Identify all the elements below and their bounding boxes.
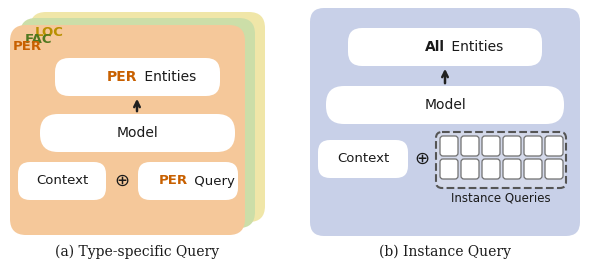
FancyBboxPatch shape (461, 136, 479, 156)
FancyBboxPatch shape (10, 25, 245, 235)
FancyBboxPatch shape (545, 136, 563, 156)
Text: FAC: FAC (25, 33, 53, 46)
Text: ⊕: ⊕ (114, 172, 130, 190)
Text: ⊕: ⊕ (414, 150, 430, 168)
Text: PER: PER (13, 40, 42, 53)
FancyBboxPatch shape (545, 159, 563, 179)
FancyBboxPatch shape (18, 162, 106, 200)
Text: (b) Instance Query: (b) Instance Query (379, 245, 511, 259)
Text: PER: PER (159, 174, 188, 188)
FancyBboxPatch shape (138, 162, 238, 200)
FancyBboxPatch shape (20, 18, 255, 228)
Text: Context: Context (36, 174, 88, 188)
Text: PER: PER (107, 70, 137, 84)
FancyBboxPatch shape (55, 58, 220, 96)
Text: (a) Type-specific Query: (a) Type-specific Query (55, 245, 219, 259)
FancyBboxPatch shape (503, 136, 521, 156)
FancyBboxPatch shape (40, 114, 235, 152)
Text: Query: Query (190, 174, 235, 188)
FancyBboxPatch shape (318, 140, 408, 178)
FancyBboxPatch shape (348, 28, 542, 66)
Text: Context: Context (337, 152, 389, 165)
FancyBboxPatch shape (482, 159, 500, 179)
FancyBboxPatch shape (440, 136, 458, 156)
FancyBboxPatch shape (326, 86, 564, 124)
Text: LOC: LOC (35, 26, 64, 39)
FancyBboxPatch shape (310, 8, 580, 236)
FancyBboxPatch shape (461, 159, 479, 179)
FancyBboxPatch shape (524, 159, 542, 179)
FancyBboxPatch shape (503, 159, 521, 179)
FancyBboxPatch shape (440, 159, 458, 179)
Text: Entities: Entities (140, 70, 196, 84)
Text: Instance Queries: Instance Queries (451, 192, 551, 205)
FancyBboxPatch shape (30, 12, 265, 222)
FancyBboxPatch shape (524, 136, 542, 156)
Text: Entities: Entities (447, 40, 503, 54)
Text: All: All (425, 40, 445, 54)
FancyBboxPatch shape (482, 136, 500, 156)
Text: Model: Model (424, 98, 466, 112)
FancyBboxPatch shape (436, 132, 566, 188)
Text: Model: Model (116, 126, 158, 140)
